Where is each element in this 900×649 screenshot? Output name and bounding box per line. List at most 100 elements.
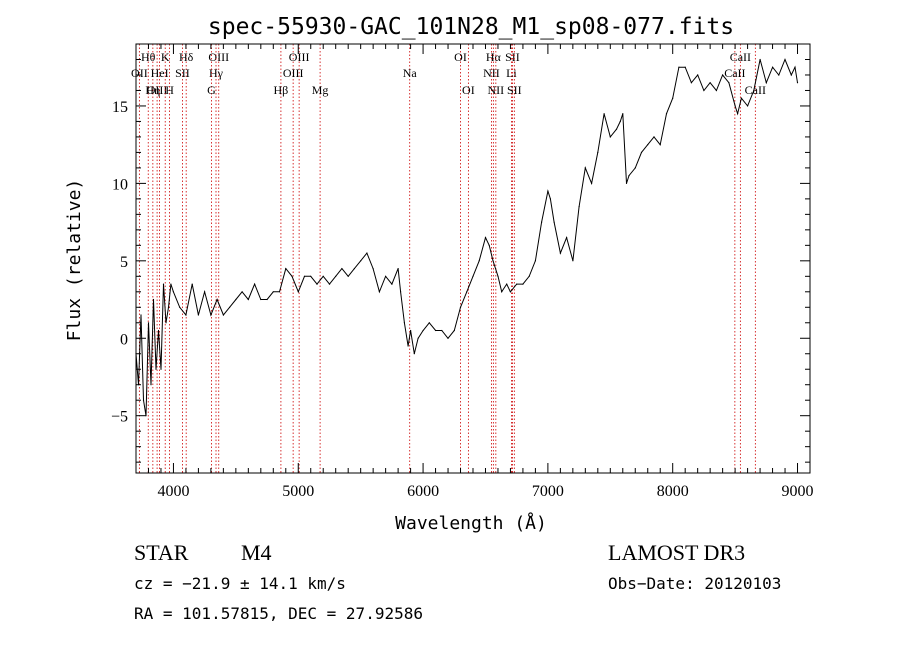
spectrum-point-80 [547, 190, 549, 192]
spectrum-point-70 [492, 260, 494, 262]
spectrum-point-122 [784, 58, 786, 61]
spectrum-point-37 [310, 275, 312, 277]
spectrum-point-111 [722, 74, 724, 76]
y-tick-label-3: 10 [112, 176, 128, 193]
spectrum-point-94 [622, 113, 624, 115]
spectrum-point-117 [753, 89, 755, 92]
spectrum-point-69 [488, 244, 490, 246]
spectrum-point-65 [466, 291, 468, 293]
spectrum-point-104 [678, 66, 680, 68]
line-label-6: H [165, 83, 174, 97]
spectrum-point-88 [591, 182, 593, 184]
line-label-14: OIII [283, 66, 304, 80]
spectrum-point-119 [765, 82, 767, 84]
spectrum-point-110 [715, 89, 718, 92]
spectrum-point-18 [191, 283, 193, 285]
spectrum-point-16 [179, 306, 181, 308]
axis-ticks: 4000 5000 6000 7000 8000 9000 −5 0 5 10 15 [111, 44, 814, 500]
spectrum-point-121 [778, 74, 780, 76]
spectrum-point-108 [703, 89, 705, 92]
spectrum-point-61 [441, 329, 443, 332]
spectrum-point-39 [322, 275, 324, 277]
spectrum-point-62 [447, 337, 449, 339]
spectrum-point-27 [247, 298, 249, 301]
spectrum-point-12 [165, 322, 167, 324]
spectrum-point-44 [353, 268, 355, 270]
line-label-20: NII [483, 66, 500, 80]
spectrum-point-106 [690, 82, 693, 84]
spectrum-point-17 [185, 314, 187, 316]
line-label-21: NII [488, 83, 505, 97]
spectrum-point-71 [497, 275, 499, 277]
object-class: STAR [134, 540, 189, 565]
line-label-17: OI [454, 50, 467, 64]
coordinates: RA = 101.57815, DEC = 27.92586 [134, 604, 423, 623]
spectrum-point-102 [665, 113, 668, 115]
spectrum-point-77 [528, 275, 530, 277]
spectrum-point-58 [422, 329, 424, 332]
x-tick-label-2: 6000 [407, 483, 439, 500]
spectrum-line-0 [135, 58, 798, 416]
spectrum-point-35 [297, 291, 299, 293]
spectrum-point-107 [697, 74, 699, 76]
x-tick-label-3: 7000 [532, 483, 564, 500]
spectrum-point-60 [435, 329, 437, 332]
y-tick-label-4: 15 [112, 99, 128, 116]
spectrum-point-109 [709, 82, 711, 84]
line-label-11: G [207, 83, 216, 97]
spectrum-point-22 [216, 298, 218, 301]
spectrum-point-36 [303, 275, 306, 277]
spectrum-point-82 [553, 221, 555, 223]
y-tick-label-0: −5 [111, 409, 128, 426]
survey-name: LAMOST DR3 [608, 540, 746, 565]
line-label-7: Hδ [179, 50, 194, 64]
spectrum-point-2 [140, 314, 142, 316]
spectrum-point-93 [619, 120, 621, 122]
spectrum-point-24 [229, 306, 231, 308]
line-label-10: Hγ [209, 66, 224, 80]
x-tick-label-4: 8000 [657, 483, 689, 500]
spectrum-point-78 [534, 260, 537, 262]
spectrum-point-38 [316, 283, 318, 285]
spectrum-point-123 [790, 74, 792, 76]
line-label-1: OII [131, 66, 148, 80]
spectrum-point-19 [197, 314, 199, 316]
spectrum-point-85 [572, 260, 574, 262]
line-label-3: Hη [145, 83, 160, 97]
spectrum-point-56 [413, 353, 415, 355]
spectrum-point-72 [501, 291, 503, 293]
spectrum-point-66 [472, 275, 474, 277]
line-label-19: Hα [486, 50, 502, 64]
spectrum-point-105 [684, 66, 686, 68]
spectrum-point-31 [272, 291, 274, 293]
spectrum-point-40 [328, 283, 331, 285]
spectrum-point-57 [417, 337, 419, 339]
line-label-15: Mg [312, 83, 329, 97]
spectrum-point-63 [453, 329, 455, 332]
spectrum-point-53 [403, 322, 405, 324]
spectrum-point-3 [142, 399, 145, 401]
plot-border [135, 43, 811, 474]
spectrum-point-26 [241, 291, 243, 293]
x-tick-label-1: 5000 [282, 483, 314, 500]
line-label-16: Na [403, 66, 418, 80]
spectrum-point-83 [559, 252, 562, 254]
spectrum-point-14 [170, 283, 172, 285]
spectrum-point-114 [737, 113, 739, 115]
spectrum-point-99 [647, 144, 649, 146]
spectrum-point-29 [260, 298, 262, 301]
spectrum-point-73 [506, 283, 508, 285]
spectrum-point-55 [410, 329, 412, 332]
x-tick-label-5: 9000 [782, 483, 814, 500]
line-label-24: SII [507, 83, 522, 97]
line-label-13: OIII [289, 50, 310, 64]
spectrum-point-112 [728, 82, 730, 84]
spectrum-point-100 [653, 136, 655, 138]
spectrum-point-10 [160, 368, 162, 370]
spectrum-point-52 [400, 291, 402, 293]
line-label-18: OI [462, 83, 475, 97]
y-tick-label-1: 0 [120, 331, 128, 348]
spectrum-point-101 [659, 144, 661, 146]
spectrum-point-67 [478, 260, 480, 262]
spectrum-point-103 [672, 97, 674, 99]
